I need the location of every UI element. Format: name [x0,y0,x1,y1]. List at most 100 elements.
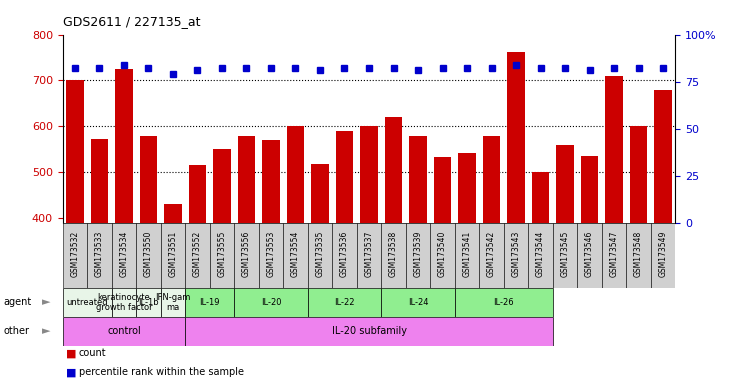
Bar [455,288,553,317]
Bar [185,223,210,288]
Bar [308,288,382,317]
Bar [434,157,451,384]
Bar [263,140,280,384]
Text: GSM173542: GSM173542 [487,230,496,277]
Text: ►: ► [41,297,50,308]
Text: GSM173555: GSM173555 [218,230,227,277]
Bar [581,156,598,384]
Text: IL-1b: IL-1b [138,298,159,307]
Bar [66,81,83,384]
Text: agent: agent [4,297,32,308]
Bar [308,223,332,288]
Text: GSM173553: GSM173553 [266,230,275,277]
Text: GSM173540: GSM173540 [438,230,447,277]
Text: keratinocyte
growth factor: keratinocyte growth factor [96,293,152,312]
Bar [532,172,549,384]
Text: GSM173547: GSM173547 [610,230,618,277]
Bar [287,126,304,384]
Bar [553,223,577,288]
Bar [238,136,255,384]
Bar [356,223,382,288]
Text: ■: ■ [66,348,77,358]
Bar [336,131,353,384]
Text: GSM173544: GSM173544 [536,230,545,277]
Bar [382,288,455,317]
Text: GDS2611 / 227135_at: GDS2611 / 227135_at [63,15,200,28]
Text: GSM173552: GSM173552 [193,230,202,277]
Text: control: control [107,326,141,336]
Bar [556,145,573,384]
Bar [140,136,157,384]
Text: IFN-gam
ma: IFN-gam ma [155,293,190,312]
Text: percentile rank within the sample: percentile rank within the sample [79,367,244,377]
Text: GSM173549: GSM173549 [658,230,667,277]
Bar [479,223,504,288]
Bar [63,317,185,346]
Bar [161,288,185,317]
Text: IL-19: IL-19 [199,298,220,307]
Bar [185,288,234,317]
Bar [213,149,230,384]
Bar [458,152,475,384]
Text: GSM173538: GSM173538 [389,230,398,277]
Bar [382,223,406,288]
Bar [605,76,623,384]
Bar [601,223,627,288]
Bar [111,288,137,317]
Text: GSM173551: GSM173551 [168,230,177,277]
Bar [137,288,161,317]
Text: GSM173554: GSM173554 [291,230,300,277]
Bar [504,223,528,288]
Bar [259,223,283,288]
Text: count: count [79,348,106,358]
Bar [630,126,647,384]
Bar [234,223,259,288]
Bar [87,223,111,288]
Bar [234,288,308,317]
Text: GSM173556: GSM173556 [242,230,251,277]
Text: untreated: untreated [66,298,108,307]
Bar [410,136,427,384]
Bar [311,164,328,384]
Bar [210,223,234,288]
Bar [577,223,601,288]
Text: GSM173539: GSM173539 [413,230,422,277]
Bar [627,223,651,288]
Bar [91,139,108,384]
Bar [185,317,553,346]
Text: IL-24: IL-24 [408,298,428,307]
Bar [137,223,161,288]
Bar [385,117,402,384]
Bar [332,223,356,288]
Bar [406,223,430,288]
Text: IL-26: IL-26 [494,298,514,307]
Text: GSM173543: GSM173543 [511,230,520,277]
Bar [360,126,378,384]
Text: ■: ■ [66,367,77,377]
Text: GSM173550: GSM173550 [144,230,153,277]
Bar [63,288,111,317]
Text: GSM173548: GSM173548 [634,230,643,277]
Text: IL-20: IL-20 [261,298,281,307]
Text: IL-22: IL-22 [334,298,355,307]
Bar [283,223,308,288]
Bar [655,89,672,384]
Bar [651,223,675,288]
Bar [161,223,185,288]
Text: GSM173541: GSM173541 [463,230,472,277]
Text: GSM173532: GSM173532 [71,230,80,277]
Text: GSM173533: GSM173533 [95,230,104,277]
Bar [528,223,553,288]
Text: other: other [4,326,30,336]
Text: GSM173535: GSM173535 [316,230,325,277]
Bar [189,166,206,384]
Bar [430,223,455,288]
Text: IL-20 subfamily: IL-20 subfamily [331,326,407,336]
Bar [508,52,525,384]
Text: GSM173534: GSM173534 [120,230,128,277]
Bar [483,136,500,384]
Text: GSM173536: GSM173536 [340,230,349,277]
Text: GSM173546: GSM173546 [585,230,594,277]
Text: ►: ► [41,326,50,336]
Bar [115,69,133,384]
